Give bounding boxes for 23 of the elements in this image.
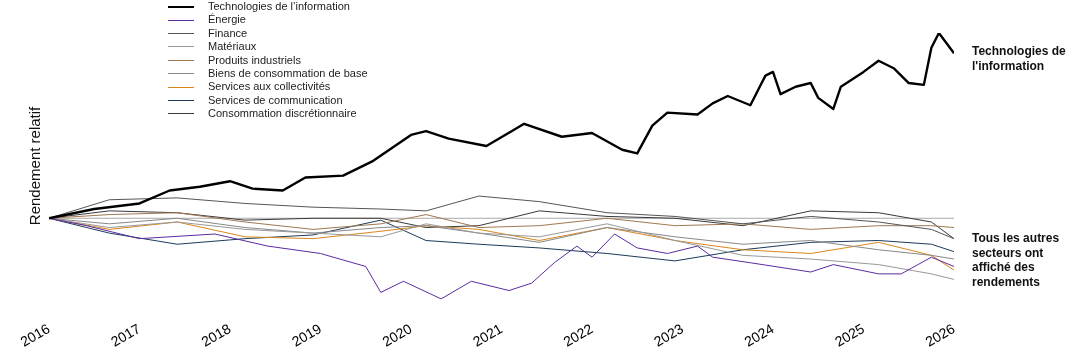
x-tick-label: 2022 xyxy=(560,320,596,350)
legend-label: Produits industriels xyxy=(208,53,301,68)
y-axis-title: Rendement relatif xyxy=(26,105,44,226)
x-tick-label: 2018 xyxy=(198,320,234,350)
legend-label: Énergie xyxy=(208,13,246,27)
legend-label: Biens de consommation de base xyxy=(208,67,368,81)
x-tick-label: 2026 xyxy=(922,320,958,350)
x-tick-label: 2017 xyxy=(107,320,144,350)
x-tick-label: 2024 xyxy=(741,320,777,350)
x-tick-label: 2025 xyxy=(831,320,868,350)
legend-label: Matériaux xyxy=(208,40,257,54)
legend-label: Finance xyxy=(208,26,248,41)
x-tick-label: 2023 xyxy=(650,320,687,350)
annotation: Tous les autres secteurs ont affiché des rendements xyxy=(972,231,1060,289)
legend-label: Services de communication xyxy=(208,93,343,108)
x-tick-label: 2019 xyxy=(288,320,325,350)
legend-label: Consommation discrétionnaire xyxy=(208,107,357,121)
x-tick-label: 2021 xyxy=(469,320,506,350)
legend-label: Technologies de l’information xyxy=(208,0,350,14)
x-tick-label: 2016 xyxy=(17,320,53,350)
legend-label: Services aux collectivités xyxy=(208,80,331,94)
annotation: Technologies de l'information xyxy=(972,44,1067,73)
x-tick-label: 2020 xyxy=(379,320,415,350)
